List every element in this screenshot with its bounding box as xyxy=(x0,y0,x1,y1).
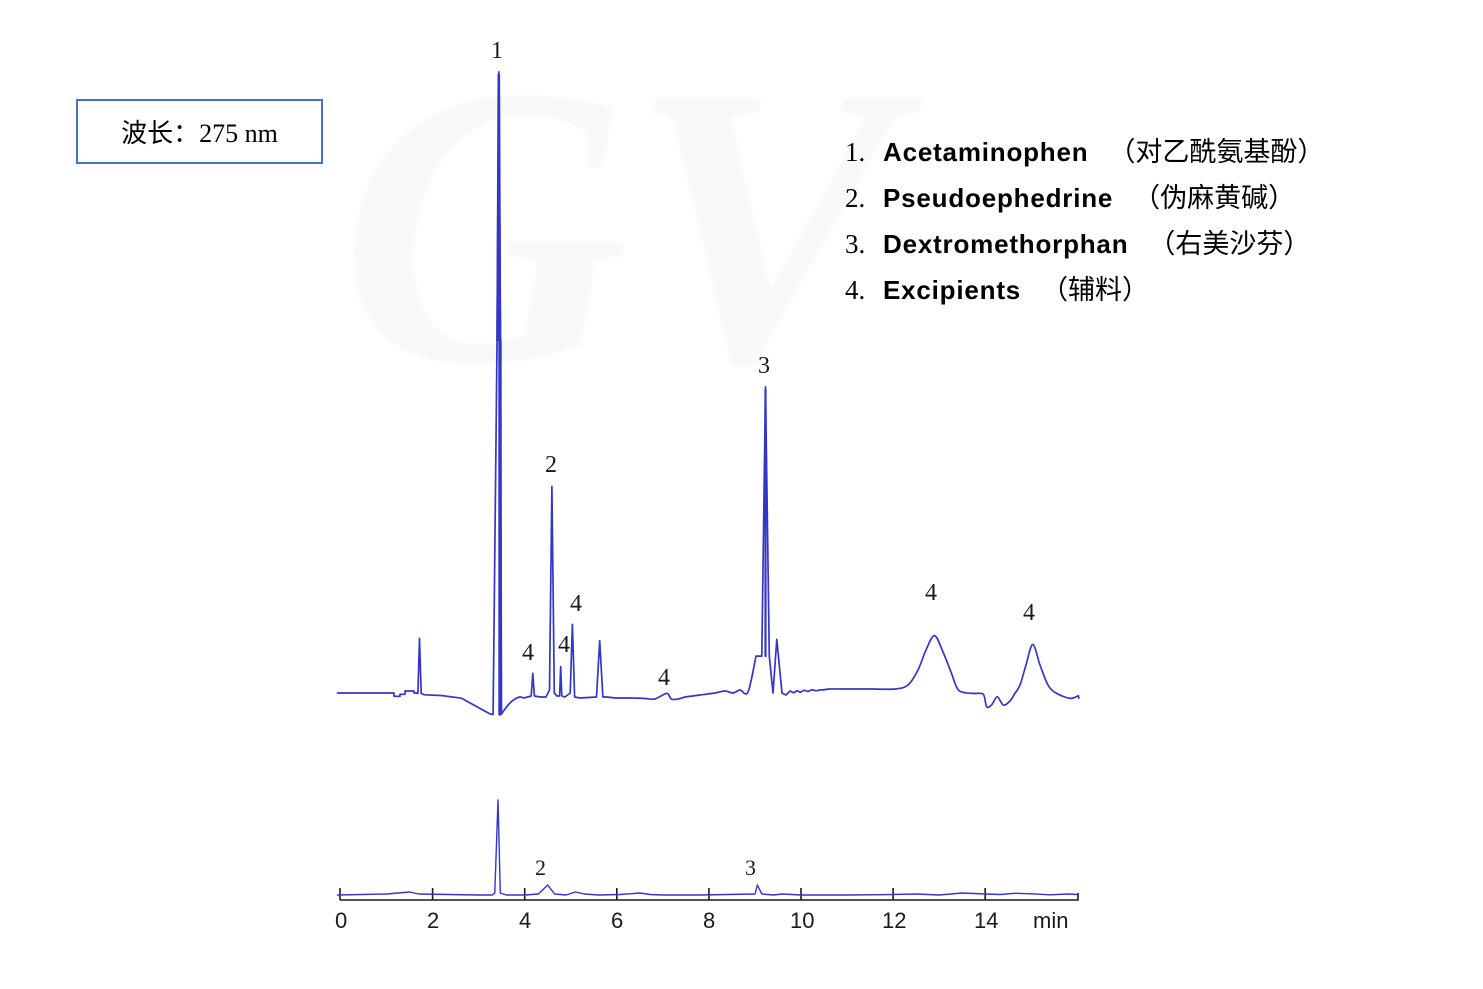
svg-text:2: 2 xyxy=(427,908,439,933)
svg-text:4: 4 xyxy=(1023,600,1035,626)
svg-text:1: 1 xyxy=(491,38,503,64)
svg-text:4: 4 xyxy=(522,640,534,666)
svg-text:3: 3 xyxy=(745,855,756,880)
svg-text:4: 4 xyxy=(558,632,570,658)
svg-text:2: 2 xyxy=(545,452,557,478)
svg-text:6: 6 xyxy=(611,908,623,933)
svg-text:3: 3 xyxy=(758,353,770,379)
svg-text:4: 4 xyxy=(570,591,582,617)
svg-text:12: 12 xyxy=(882,908,906,933)
svg-text:2: 2 xyxy=(535,855,546,880)
svg-text:4: 4 xyxy=(519,908,531,933)
svg-text:10: 10 xyxy=(790,908,814,933)
svg-text:4: 4 xyxy=(658,665,670,691)
svg-text:14: 14 xyxy=(974,908,998,933)
svg-text:0: 0 xyxy=(335,908,347,933)
svg-text:4: 4 xyxy=(925,580,937,606)
svg-text:8: 8 xyxy=(703,908,715,933)
svg-text:min: min xyxy=(1033,908,1068,933)
